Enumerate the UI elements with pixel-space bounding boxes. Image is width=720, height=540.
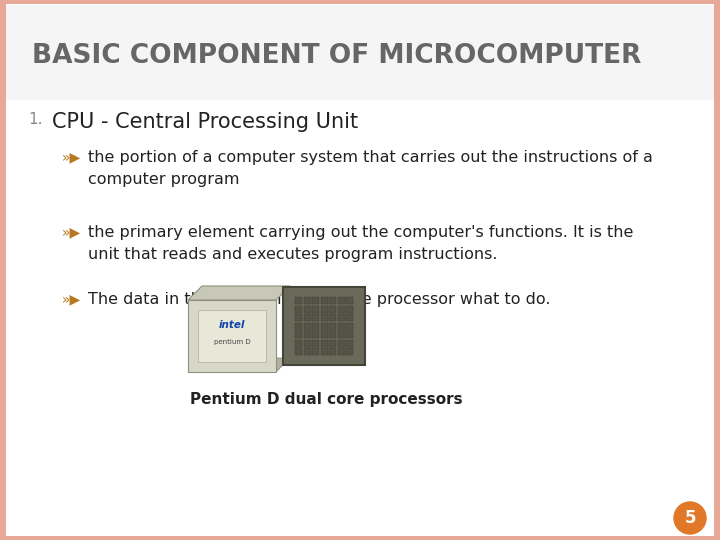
Polygon shape: [188, 358, 290, 372]
Bar: [320, 306, 328, 313]
Bar: [338, 297, 344, 304]
Bar: [295, 348, 302, 355]
Bar: [304, 314, 310, 321]
Bar: [0, 0, 720, 4]
Text: »▶: »▶: [62, 225, 81, 239]
Bar: [312, 297, 319, 304]
Bar: [329, 306, 336, 313]
Bar: [329, 314, 336, 321]
Polygon shape: [188, 286, 290, 300]
Bar: [304, 322, 310, 329]
Bar: [304, 306, 310, 313]
Bar: [304, 340, 310, 347]
Bar: [0, 0, 6, 540]
Bar: [338, 322, 344, 329]
Bar: [346, 297, 353, 304]
Bar: [346, 322, 353, 329]
Bar: [338, 306, 344, 313]
Bar: [295, 322, 302, 329]
Bar: [295, 340, 302, 347]
Bar: [0, 536, 720, 540]
Bar: [312, 322, 319, 329]
Bar: [346, 340, 353, 347]
Bar: [304, 348, 310, 355]
Bar: [304, 297, 310, 304]
Bar: [338, 340, 344, 347]
Text: intel: intel: [219, 320, 246, 330]
Bar: [320, 348, 328, 355]
Bar: [295, 297, 302, 304]
Bar: [346, 331, 353, 338]
Text: »▶: »▶: [62, 150, 81, 164]
Text: CPU - Central Processing Unit: CPU - Central Processing Unit: [52, 112, 358, 132]
Bar: [346, 348, 353, 355]
Bar: [338, 331, 344, 338]
Text: BASIC COMPONENT OF MICROCOMPUTER: BASIC COMPONENT OF MICROCOMPUTER: [32, 43, 642, 69]
Text: 1.: 1.: [28, 112, 42, 127]
Text: »▶: »▶: [62, 292, 81, 306]
Bar: [320, 314, 328, 321]
Bar: [312, 306, 319, 313]
Bar: [198, 310, 266, 362]
Bar: [6, 5, 714, 100]
Bar: [329, 331, 336, 338]
Bar: [329, 340, 336, 347]
Bar: [312, 331, 319, 338]
Bar: [312, 348, 319, 355]
Bar: [295, 331, 302, 338]
Bar: [338, 314, 344, 321]
Bar: [304, 331, 310, 338]
Bar: [320, 340, 328, 347]
Circle shape: [674, 502, 706, 534]
Bar: [346, 306, 353, 313]
Bar: [295, 306, 302, 313]
Text: 5: 5: [684, 509, 696, 527]
Polygon shape: [188, 300, 276, 372]
Bar: [714, 0, 720, 540]
Bar: [283, 287, 365, 365]
Bar: [295, 314, 302, 321]
Text: the primary element carrying out the computer's functions. It is the
unit that r: the primary element carrying out the com…: [88, 225, 634, 261]
Bar: [312, 314, 319, 321]
Bar: [329, 322, 336, 329]
Bar: [320, 297, 328, 304]
Bar: [320, 331, 328, 338]
Text: Pentium D dual core processors: Pentium D dual core processors: [190, 392, 463, 407]
Bar: [320, 322, 328, 329]
Bar: [346, 314, 353, 321]
Bar: [312, 340, 319, 347]
Text: the portion of a computer system that carries out the instructions of a
computer: the portion of a computer system that ca…: [88, 150, 653, 187]
Text: The data in the instruction tells the processor what to do.: The data in the instruction tells the pr…: [88, 292, 551, 307]
Text: pentium D: pentium D: [214, 339, 251, 345]
Bar: [329, 348, 336, 355]
Bar: [338, 348, 344, 355]
Bar: [329, 297, 336, 304]
